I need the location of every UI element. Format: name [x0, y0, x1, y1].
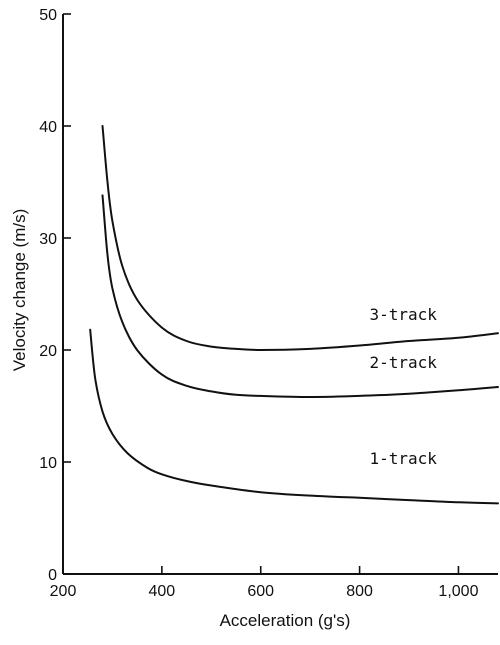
x-tick-label: 600	[247, 583, 274, 600]
y-tick-label: 50	[39, 7, 57, 24]
x-tick-label: 800	[346, 583, 373, 600]
chart-axes	[62, 14, 498, 575]
chart-ticks: 0 10 20 30 40 50 200 400 600 800 1,000	[39, 7, 478, 600]
series-line-2-track	[101, 194, 499, 398]
y-tick-label: 10	[39, 455, 57, 472]
x-tick-label: 1,000	[438, 583, 478, 600]
series-label-1-track: 1-track	[369, 449, 437, 468]
series-label-3-track: 3-track	[369, 305, 437, 324]
x-axis-title: Acceleration (g's)	[220, 611, 351, 630]
y-tick-label: 40	[39, 119, 57, 136]
series-line-3-track	[101, 125, 499, 351]
x-tick-label: 400	[149, 583, 176, 600]
chart-series	[89, 125, 499, 505]
y-tick-label: 30	[39, 231, 57, 248]
x-tick-label: 200	[50, 583, 77, 600]
series-label-2-track: 2-track	[369, 353, 437, 372]
series-line-1-track	[89, 328, 499, 505]
y-tick-label: 0	[48, 567, 57, 584]
chart-series-labels: 3-track 2-track 1-track	[369, 305, 437, 468]
y-tick-label: 20	[39, 343, 57, 360]
y-axis-title: Velocity change (m/s)	[10, 209, 29, 372]
